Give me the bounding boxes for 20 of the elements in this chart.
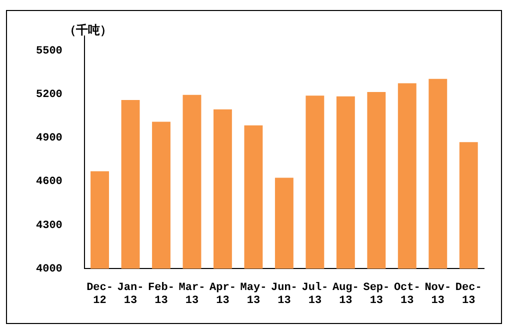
x-tick-label: Feb-13: [148, 282, 174, 308]
x-tick-label: Nov-13: [424, 282, 452, 308]
x-tick-label: Sep-13: [363, 282, 390, 308]
y-tick-label: 5200: [36, 88, 62, 101]
x-tick-label: May-13: [240, 282, 267, 308]
y-tick-label: 4600: [36, 176, 62, 188]
y-tick-label: 4000: [36, 263, 62, 276]
x-tick-label: Dec-13: [455, 282, 482, 308]
x-tick-label: Aug-13: [332, 282, 359, 308]
x-tick-label: Dec-12: [86, 282, 113, 308]
x-tick-label: Jul-13: [302, 282, 328, 308]
x-tick-label: Apr-13: [210, 282, 236, 308]
x-tick-label: Oct-13: [394, 282, 420, 308]
y-tick-label: 5500: [36, 45, 62, 58]
x-tick-label: Mar-13: [178, 282, 206, 308]
x-tick-label: Jun-13: [271, 282, 298, 308]
y-axis-title: （千吨）: [64, 22, 112, 39]
y-tick-label: 4300: [36, 220, 62, 232]
y-tick-label: 4900: [36, 132, 62, 145]
x-tick-label: Jan-13: [117, 282, 144, 308]
